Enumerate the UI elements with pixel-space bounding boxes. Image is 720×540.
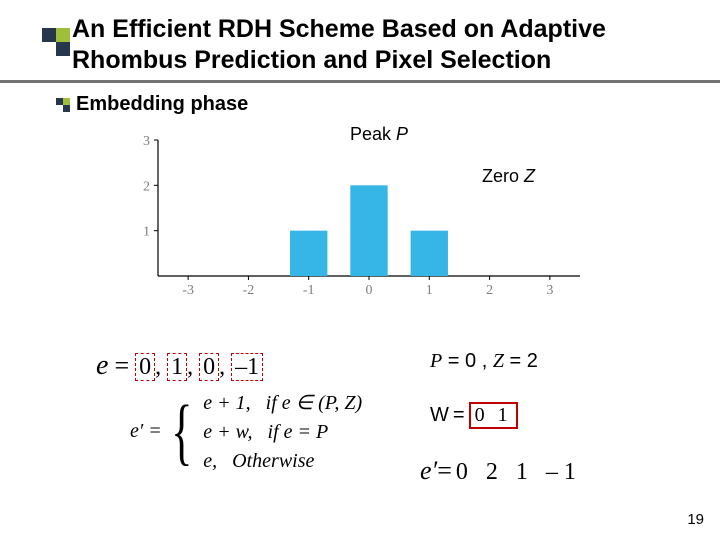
e-value: 0 bbox=[199, 353, 219, 381]
svg-text:0: 0 bbox=[366, 283, 373, 298]
svg-text:1: 1 bbox=[143, 225, 150, 240]
eprime-result: e′=0 2 1 –1 bbox=[420, 456, 582, 486]
e-values: 0, 1, 0, –1 bbox=[135, 351, 263, 381]
eprime-lhs: e′ = bbox=[130, 420, 162, 443]
svg-text:3: 3 bbox=[546, 283, 553, 298]
section-bullet-row: Embedding phase bbox=[56, 93, 248, 116]
svg-text:3: 3 bbox=[143, 134, 150, 149]
piecewise-cases: e + 1, if e ∈ (P, Z) e + w, if e = P e, Ot… bbox=[203, 390, 362, 473]
section-bullet-icon bbox=[56, 98, 70, 112]
svg-text:2: 2 bbox=[143, 179, 150, 194]
section-label: Embedding phase bbox=[76, 93, 248, 116]
w-row: W = 0 1 bbox=[430, 402, 518, 429]
svg-text:2: 2 bbox=[486, 283, 493, 298]
zero-label: Zero Z bbox=[482, 166, 535, 187]
svg-text:-2: -2 bbox=[243, 283, 255, 298]
title-underline bbox=[0, 80, 720, 83]
w-label: W bbox=[430, 404, 449, 427]
e-symbol: e bbox=[96, 350, 108, 382]
slide-title: An Efficient RDH Scheme Based on Adaptiv… bbox=[72, 14, 692, 77]
e-value: 1 bbox=[167, 353, 187, 381]
piecewise-case: e, Otherwise bbox=[203, 450, 362, 473]
w-bits-box: 0 1 bbox=[469, 402, 518, 429]
peak-label: Peak P bbox=[350, 124, 408, 145]
piecewise-definition: e′ = { e + 1, if e ∈ (P, Z) e + w, if e =… bbox=[130, 390, 362, 473]
histogram-chart: 123-3-2-10123 Peak P Zero Z bbox=[120, 130, 590, 300]
e-values-row: e = 0, 1, 0, –1 bbox=[96, 350, 263, 382]
svg-text:-1: -1 bbox=[303, 283, 315, 298]
e-value: 0 bbox=[135, 353, 155, 381]
piecewise-case: e + w, if e = P bbox=[203, 421, 362, 444]
title-bullet-icon bbox=[42, 28, 70, 56]
equals-sign: = bbox=[114, 351, 129, 381]
svg-text:1: 1 bbox=[426, 283, 433, 298]
e-value: –1 bbox=[231, 353, 263, 381]
title-text: An Efficient RDH Scheme Based on Adaptiv… bbox=[72, 14, 692, 77]
page-number: 19 bbox=[687, 511, 704, 528]
piecewise-case: e + 1, if e ∈ (P, Z) bbox=[203, 390, 362, 415]
pz-display: P = 0 , Z = 2 bbox=[430, 350, 538, 373]
histogram-svg: 1 2 3 -3 -2 -1 0 1 2 3 bbox=[120, 130, 590, 300]
brace-icon: { bbox=[171, 395, 192, 469]
svg-text:-3: -3 bbox=[182, 283, 194, 298]
